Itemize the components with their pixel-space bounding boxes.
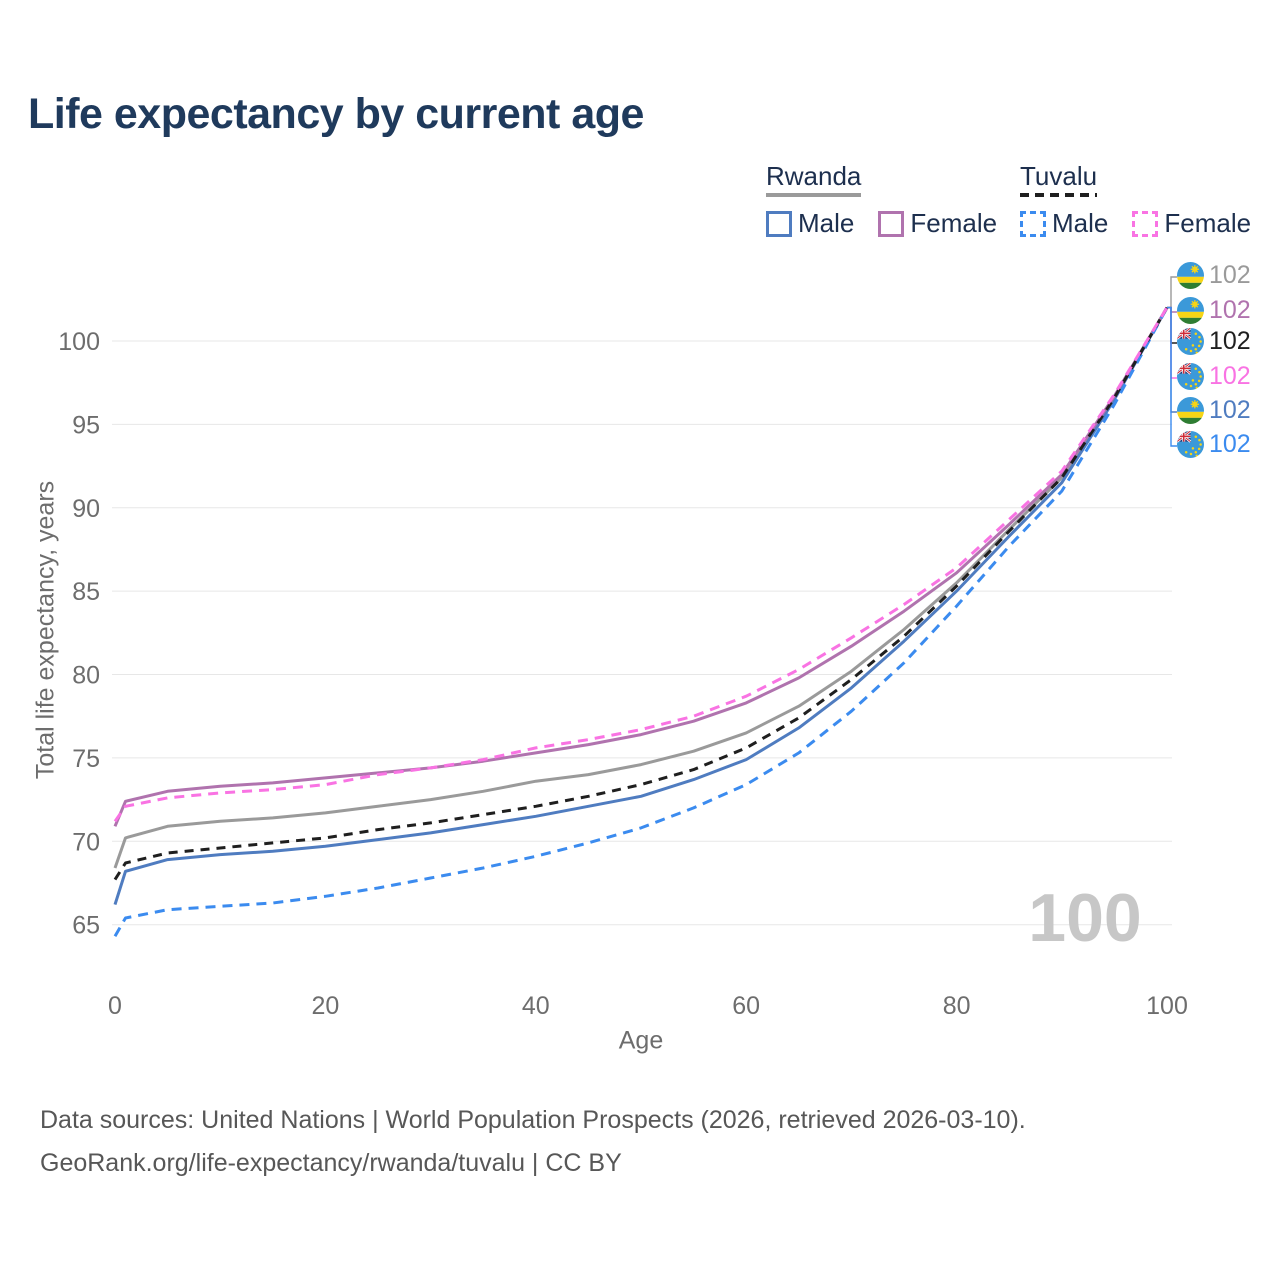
end-label-tuvalu-both-sexes[interactable]: 102 bbox=[1177, 328, 1251, 355]
age-hover-value: 100 bbox=[1028, 880, 1141, 956]
svg-text:65: 65 bbox=[72, 912, 100, 940]
series-tuvalu-male bbox=[113, 306, 1169, 938]
svg-text:0: 0 bbox=[108, 992, 122, 1020]
rwanda-solid-line-swatch bbox=[766, 193, 862, 197]
series-tuvalu-both bbox=[113, 306, 1169, 881]
page-title: Life expectancy by current age bbox=[28, 90, 644, 138]
svg-text:20: 20 bbox=[311, 992, 339, 1020]
series-rwanda-both bbox=[113, 306, 1169, 869]
end-label-value: 102 bbox=[1209, 261, 1251, 289]
legend-item-label: Female bbox=[910, 208, 998, 238]
tuvalu-flag-icon bbox=[1177, 363, 1204, 390]
end-label-connectors bbox=[1167, 276, 1177, 447]
series-rwanda-male bbox=[113, 306, 1169, 906]
svg-text:100: 100 bbox=[1146, 992, 1188, 1020]
legend-country-label: Tuvalu bbox=[1020, 161, 1098, 191]
svg-text:90: 90 bbox=[72, 495, 100, 523]
legend-item-label: Male bbox=[798, 208, 855, 238]
end-label-tuvalu-female[interactable]: 102 bbox=[1177, 363, 1251, 390]
legend-country-rwanda[interactable]: Rwanda bbox=[766, 161, 862, 197]
svg-text:95: 95 bbox=[72, 411, 100, 439]
tuvalu-flag-icon bbox=[1177, 328, 1204, 355]
end-label-value: 102 bbox=[1209, 430, 1251, 458]
tuvalu-flag-icon bbox=[1177, 431, 1204, 458]
y-axis-tick-labels: 65 70 75 80 85 90 95 100 bbox=[58, 328, 100, 940]
series-rwanda-female bbox=[113, 306, 1169, 827]
legend-item-label: Male bbox=[1052, 208, 1109, 238]
end-label-rwanda-male[interactable]: 102 bbox=[1177, 397, 1251, 424]
series-tuvalu-female bbox=[113, 306, 1169, 823]
tuvalu-dashed-line-swatch bbox=[1020, 193, 1098, 197]
svg-text:60: 60 bbox=[732, 992, 760, 1020]
tuvalu-female-swatch-icon bbox=[1132, 210, 1159, 237]
legend-item-rwanda-female[interactable]: Female bbox=[878, 208, 997, 239]
rwanda-flag-icon bbox=[1177, 262, 1204, 289]
legend-item-tuvalu-male[interactable]: Male bbox=[1020, 208, 1108, 239]
svg-text:75: 75 bbox=[72, 745, 100, 773]
rwanda-flag-icon bbox=[1177, 297, 1204, 324]
legend-item-label: Female bbox=[1164, 208, 1252, 238]
attribution-text: GeoRank.org/life-expectancy/rwanda/tuval… bbox=[40, 1149, 622, 1177]
legend-country-tuvalu[interactable]: Tuvalu bbox=[1020, 161, 1098, 197]
end-label-rwanda-both-sexes[interactable]: 102 bbox=[1177, 262, 1251, 289]
legend-group-rwanda: Rwanda Male Female bbox=[766, 162, 1021, 239]
svg-text:80: 80 bbox=[943, 992, 971, 1020]
legend-item-tuvalu-female[interactable]: Female bbox=[1132, 208, 1251, 239]
rwanda-flag-icon bbox=[1177, 397, 1204, 424]
footer: Data sources: United Nations | World Pop… bbox=[40, 1106, 1026, 1192]
svg-text:85: 85 bbox=[72, 578, 100, 606]
tuvalu-male-swatch-icon bbox=[1020, 210, 1046, 237]
end-label-value: 102 bbox=[1209, 396, 1251, 424]
svg-text:100: 100 bbox=[58, 328, 100, 356]
legend-group-tuvalu: Tuvalu Male Female bbox=[1020, 162, 1275, 239]
svg-text:70: 70 bbox=[72, 828, 100, 856]
chart-legend: Rwanda Male Female Tuvalu bbox=[0, 162, 1280, 242]
end-label-value: 102 bbox=[1209, 362, 1251, 390]
y-axis-title: Total life expectancy, years bbox=[31, 480, 60, 780]
series-lines bbox=[113, 306, 1169, 938]
x-axis-title: Age bbox=[618, 1026, 664, 1055]
end-label-value: 102 bbox=[1209, 296, 1251, 324]
rwanda-female-swatch-icon bbox=[878, 210, 905, 237]
end-label-tuvalu-male[interactable]: 102 bbox=[1177, 431, 1251, 458]
rwanda-male-swatch-icon bbox=[766, 210, 792, 237]
x-axis-tick-labels: 0 20 40 60 80 100 bbox=[108, 992, 1188, 1020]
end-label-value: 102 bbox=[1209, 327, 1251, 355]
legend-item-rwanda-male[interactable]: Male bbox=[766, 208, 854, 239]
legend-country-label: Rwanda bbox=[766, 161, 862, 191]
gridlines bbox=[112, 340, 1172, 926]
data-sources-text: Data sources: United Nations | World Pop… bbox=[40, 1106, 1026, 1134]
svg-text:40: 40 bbox=[522, 992, 550, 1020]
svg-text:80: 80 bbox=[72, 662, 100, 690]
end-label-rwanda-female[interactable]: 102 bbox=[1177, 297, 1251, 324]
